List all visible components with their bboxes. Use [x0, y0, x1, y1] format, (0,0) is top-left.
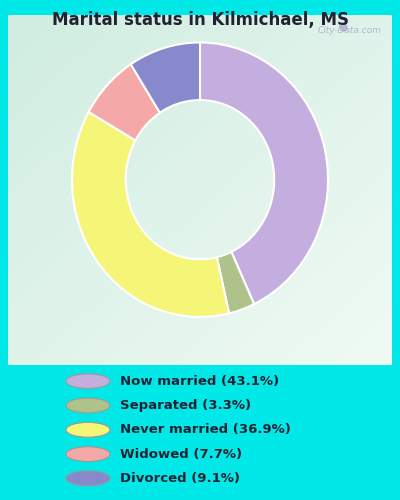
Circle shape	[66, 374, 110, 388]
Text: Widowed (7.7%): Widowed (7.7%)	[120, 448, 242, 460]
Circle shape	[66, 422, 110, 437]
Wedge shape	[217, 252, 254, 314]
Text: Never married (36.9%): Never married (36.9%)	[120, 424, 291, 436]
Circle shape	[66, 446, 110, 462]
Text: Divorced (9.1%): Divorced (9.1%)	[120, 472, 240, 485]
Text: Now married (43.1%): Now married (43.1%)	[120, 374, 279, 388]
Wedge shape	[131, 42, 200, 112]
Wedge shape	[200, 42, 328, 304]
Text: City-Data.com: City-Data.com	[318, 26, 382, 35]
Text: Separated (3.3%): Separated (3.3%)	[120, 399, 251, 412]
Circle shape	[66, 471, 110, 486]
Circle shape	[66, 398, 110, 413]
Wedge shape	[89, 64, 160, 140]
Text: Marital status in Kilmichael, MS: Marital status in Kilmichael, MS	[52, 11, 348, 29]
Wedge shape	[72, 112, 229, 317]
